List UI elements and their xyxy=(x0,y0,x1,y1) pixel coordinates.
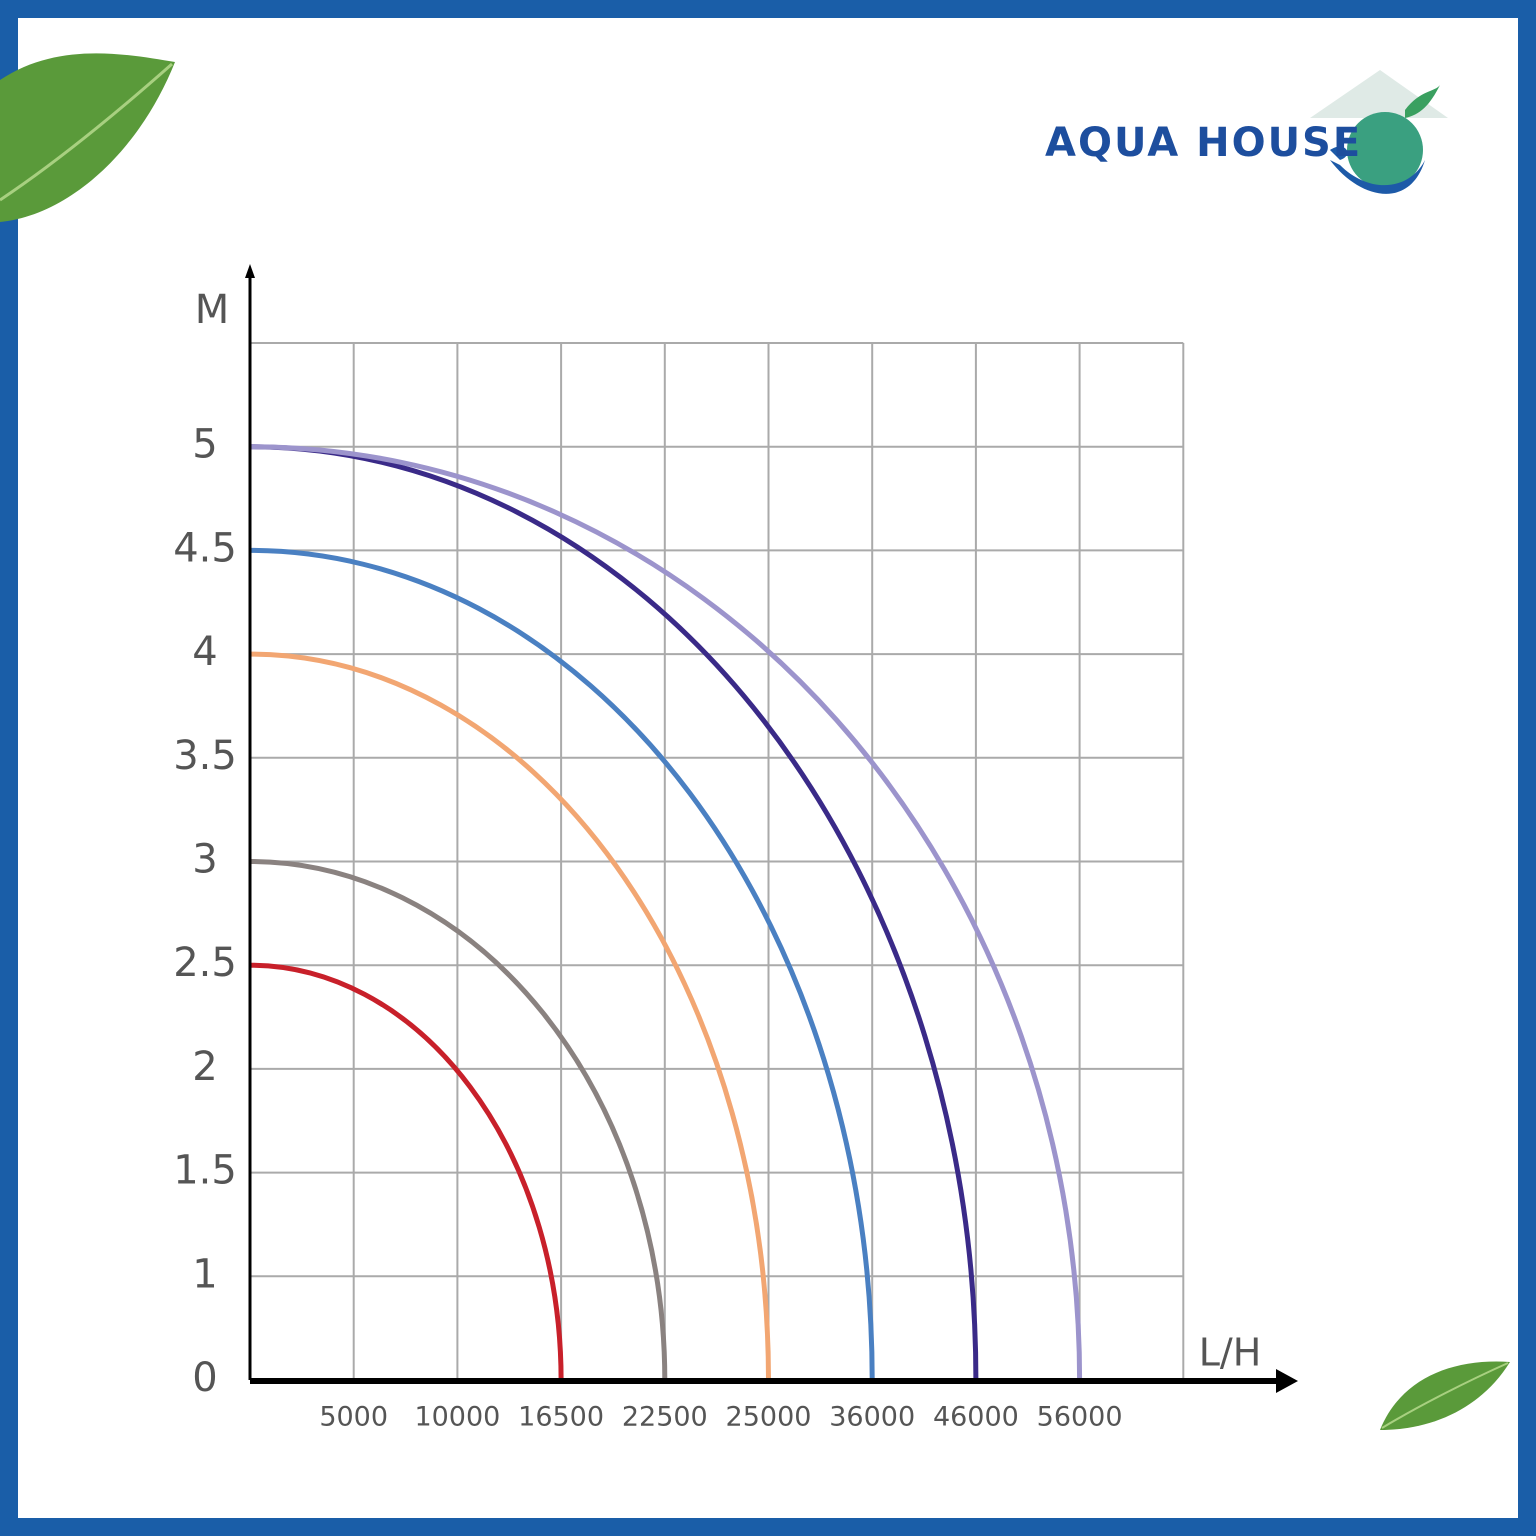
x-tick-label: 36000 xyxy=(829,1402,915,1433)
grid: 0 1 1.5 2 2.5 3 3.5 4 4.5 5 5000 10000 16500 22500 250… xyxy=(173,342,1185,1433)
y-tick-label: 2 xyxy=(192,1044,217,1090)
y-tick-label: 5 xyxy=(192,422,217,468)
logo-icon xyxy=(1310,70,1448,194)
curve xyxy=(249,444,1083,1381)
y-tick-label: 4.5 xyxy=(173,525,237,571)
y-axis-label: M xyxy=(195,287,230,333)
curves xyxy=(249,444,1083,1381)
y-tick-label: 2.5 xyxy=(173,940,237,986)
curve xyxy=(249,444,979,1381)
leaf-bottom-right xyxy=(1380,1361,1510,1430)
curve xyxy=(249,651,771,1381)
x-axis-label: L/H xyxy=(1199,1331,1262,1375)
x-tick-label: 5000 xyxy=(319,1402,388,1433)
x-tick-label: 22500 xyxy=(622,1402,708,1433)
y-tick-label: 3.5 xyxy=(173,733,237,779)
x-tick-label: 46000 xyxy=(933,1402,1019,1433)
x-tick-label: 56000 xyxy=(1037,1402,1123,1433)
y-tick-label: 4 xyxy=(192,629,217,675)
brand: AQUA HOUSE xyxy=(1045,120,1362,166)
axes xyxy=(245,264,1298,1393)
y-tick-label: 1.5 xyxy=(173,1148,237,1194)
x-tick-label: 16500 xyxy=(518,1402,604,1433)
y-tick-label: 0 xyxy=(192,1355,217,1401)
y-tick-label: 1 xyxy=(192,1251,217,1297)
curve xyxy=(249,547,875,1381)
curve xyxy=(249,962,564,1381)
curve xyxy=(249,859,668,1381)
leaf-top-left xyxy=(0,53,175,222)
x-tick-label: 25000 xyxy=(726,1402,812,1433)
x-tick-label: 10000 xyxy=(414,1402,500,1433)
y-tick-label: 3 xyxy=(192,837,217,883)
